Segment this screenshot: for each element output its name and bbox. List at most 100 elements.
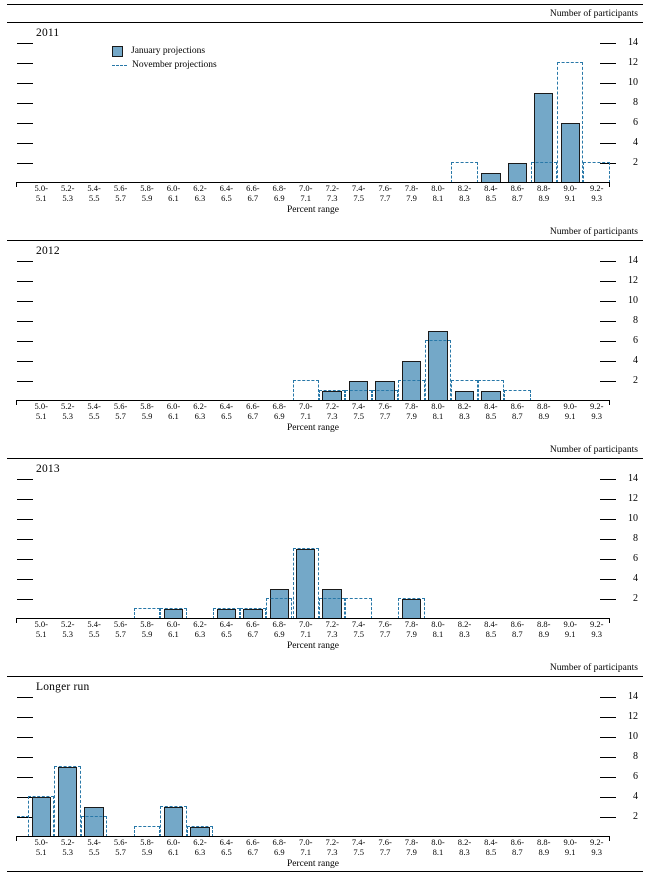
outline-november	[557, 62, 584, 183]
x-bin-label-top: 5.6-	[113, 837, 128, 847]
x-bin-label-bottom: 8.5	[485, 410, 497, 421]
left-tick-mark	[17, 321, 33, 322]
outline-november	[160, 608, 187, 619]
x-bin-label: 5.8- 5.9	[132, 401, 162, 421]
left-tick-mark	[17, 123, 33, 124]
legend-item-january: January projections	[112, 45, 217, 57]
x-bin-label-top: 6.2-	[193, 401, 207, 411]
x-bin-label: 7.4- 7.5	[344, 401, 374, 421]
right-tick-mark	[600, 737, 616, 738]
outline-november	[318, 390, 346, 401]
x-bin-label-top: 6.6-	[246, 183, 260, 193]
x-bin-label-top: 7.6-	[378, 619, 392, 629]
x-bin-label-top: 6.2-	[193, 619, 207, 629]
right-tick-label: 8	[633, 315, 638, 326]
x-bin-label-bottom: 8.7	[512, 192, 523, 203]
x-bin-label-top: 8.2-	[457, 183, 472, 193]
x-bin-label-bottom: 8.3	[459, 846, 470, 857]
x-bin-label-bottom: 8.5	[485, 846, 497, 857]
right-tick-mark	[600, 43, 616, 44]
outline-november-clipped	[16, 816, 29, 837]
x-bin-label-top: 7.6-	[378, 837, 392, 847]
left-tick-mark	[17, 479, 33, 480]
x-bin-label-top: 8.4-	[484, 401, 498, 411]
outline-november	[28, 796, 55, 837]
x-bin-label-bottom: 6.3	[194, 192, 206, 203]
x-bin-label-bottom: 8.7	[512, 846, 523, 857]
x-bin-label: 5.8- 5.9	[132, 837, 162, 857]
x-bin-label-bottom: 5.5	[88, 410, 100, 421]
x-bin-label: 8.0- 8.1	[423, 837, 453, 857]
outline-november	[80, 816, 108, 837]
x-bin-label: 6.4- 6.5	[211, 183, 241, 203]
x-bin-label-top: 6.6-	[246, 401, 260, 411]
outline-november	[530, 162, 557, 183]
left-tick-mark	[17, 499, 33, 500]
x-bin-label-top: 6.8-	[272, 183, 286, 193]
x-bin-label-bottom: 6.9	[273, 192, 285, 203]
right-tick-mark	[600, 281, 616, 282]
left-tick-mark	[17, 797, 33, 798]
x-bin-label-top: 8.2-	[457, 619, 472, 629]
right-tick-mark	[600, 321, 616, 322]
panel-title: Longer run	[36, 681, 90, 693]
right-tick-mark	[600, 519, 616, 520]
axis-end-tick	[16, 837, 17, 841]
x-bin-label: 7.2- 7.3	[317, 619, 347, 639]
right-tick-mark	[600, 341, 616, 342]
right-tick-mark	[600, 777, 616, 778]
outline-november	[292, 548, 319, 619]
x-bin-label-top: 9.2-	[589, 183, 604, 193]
x-bin-label: 7.2- 7.3	[317, 401, 347, 421]
legend: January projections November projections	[112, 45, 217, 73]
x-bin-label-top: 7.4-	[351, 183, 366, 193]
x-bin-label: 8.8- 8.9	[529, 837, 559, 857]
x-bin-label-top: 5.4-	[87, 401, 101, 411]
top-rule	[7, 4, 643, 5]
x-bin-label-bottom: 8.3	[459, 410, 470, 421]
x-bin-label-bottom: 9.1	[564, 410, 576, 421]
x-bin-label-top: 5.2-	[60, 619, 75, 629]
x-axis-labels: 5.0- 5.1 5.2- 5.3 5.4- 5.5 5.6- 5.7 5.8- 5.9 6.0- 6…	[0, 837, 650, 858]
x-bin-label: 5.2- 5.3	[53, 837, 83, 857]
x-axis-line	[16, 400, 610, 401]
right-tick-mark	[600, 381, 616, 382]
x-bin-label-bottom: 5.7	[115, 192, 126, 203]
right-tick-label: 12	[628, 275, 638, 286]
x-bin-label-bottom: 7.1	[300, 192, 312, 203]
left-tick-mark	[17, 361, 33, 362]
x-bin-label-bottom: 5.5	[88, 628, 100, 639]
x-bin-label-top: 8.8-	[537, 837, 551, 847]
x-bin-label: 9.0- 9.1	[555, 837, 585, 857]
x-bin-label-bottom: 5.1	[35, 192, 47, 203]
x-bin-label-top: 5.6-	[113, 183, 128, 193]
x-bin-label-bottom: 9.3	[591, 628, 602, 639]
x-bin-label-bottom: 7.7	[379, 192, 391, 203]
x-bin-label: 6.8- 6.9	[264, 183, 294, 203]
left-tick-mark	[17, 301, 33, 302]
x-bin-label-bottom: 8.7	[512, 628, 523, 639]
x-bin-label-bottom: 8.1	[432, 628, 444, 639]
x-bin-label: 5.2- 5.3	[53, 183, 83, 203]
x-bin-label-top: 6.4-	[219, 401, 234, 411]
outline-november	[160, 806, 187, 837]
x-bin-label: 5.6- 5.7	[106, 619, 136, 639]
x-bin-label: 8.4- 8.5	[476, 619, 506, 639]
right-tick-label: 4	[633, 355, 638, 366]
x-bin-label: 7.6- 7.7	[370, 619, 400, 639]
x-bin-label-bottom: 9.1	[564, 192, 576, 203]
x-bin-label: 6.4- 6.5	[211, 401, 241, 421]
x-bin-label: 5.0- 5.1	[26, 401, 56, 421]
right-tick-mark	[600, 579, 616, 580]
x-bin-label-bottom: 9.3	[591, 192, 602, 203]
x-bin-label-top: 6.8-	[272, 619, 286, 629]
x-axis-line	[16, 182, 610, 183]
x-bin-label-top: 6.4-	[219, 619, 234, 629]
x-bin-label: 7.8- 7.9	[397, 837, 427, 857]
left-tick-mark	[17, 559, 33, 560]
outline-november	[477, 380, 505, 401]
x-bin-label-top: 8.4-	[484, 619, 498, 629]
right-axis-title: Number of participants	[549, 227, 638, 237]
x-bin-label: 5.8- 5.9	[132, 619, 162, 639]
x-bin-label: 8.8- 8.9	[529, 183, 559, 203]
